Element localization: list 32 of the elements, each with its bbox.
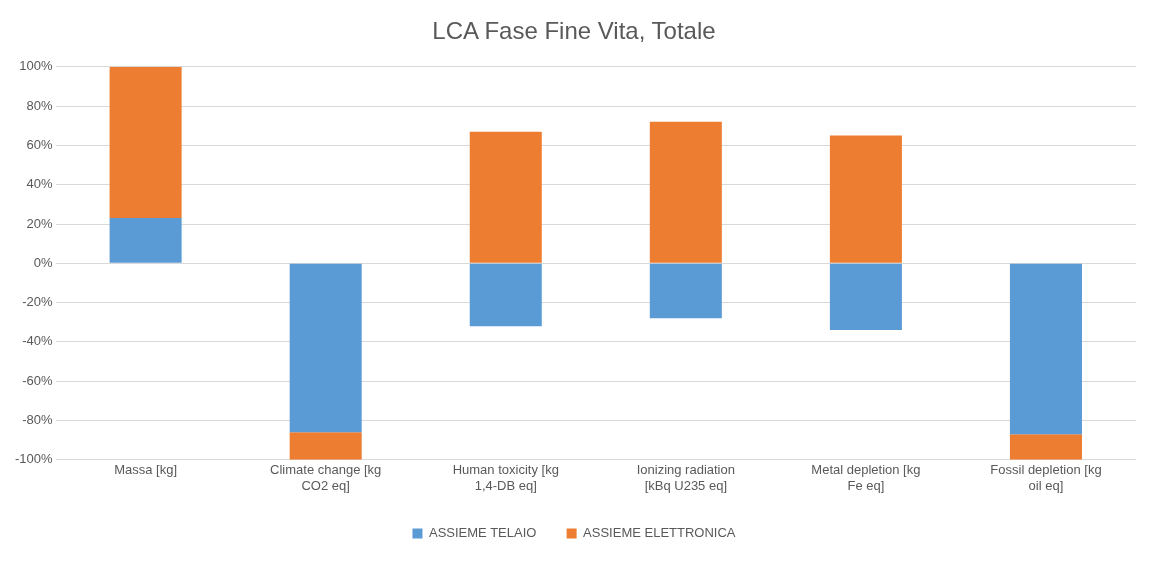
y-tick-label: -60% [22, 372, 54, 388]
x-tick-label: Human toxicity [kg 1,4-DB eq] [452, 462, 559, 493]
bar [289, 432, 362, 460]
y-tick-label: -80% [22, 412, 54, 428]
y-tick-label: 60% [26, 136, 54, 152]
bar [829, 135, 902, 263]
bar [829, 263, 902, 331]
y-tick-label: 20% [26, 215, 54, 231]
chart-title: LCA Fase Fine Vita, Totale [432, 17, 716, 45]
x-tick-label: Massa [kg] [114, 462, 178, 478]
legend-label: ASSIEME TELAIO [428, 525, 537, 541]
legend-label: ASSIEME ELETTRONICA [583, 525, 736, 541]
bar [649, 121, 722, 263]
bar [469, 131, 542, 263]
bar [649, 263, 722, 319]
y-tick-label: 80% [26, 97, 54, 113]
bar [109, 66, 182, 219]
bar [1009, 263, 1082, 435]
x-tick-label: Metal depletion [kg Fe eq] [811, 462, 921, 493]
y-tick-label: 40% [26, 176, 54, 192]
y-tick-label: 0% [33, 254, 54, 270]
bar [109, 218, 182, 263]
x-tick-label: Climate change [kg CO2 eq] [270, 462, 382, 493]
x-tick-label: Fossil depletion [kg oil eq] [990, 462, 1102, 493]
bar [289, 263, 362, 433]
y-tick-label: 100% [19, 58, 54, 74]
x-tick-label: Ionizing radiation [kBq U235 eq] [636, 462, 735, 493]
y-tick-label: -20% [22, 294, 54, 310]
bar [469, 263, 542, 327]
bar [1009, 434, 1082, 460]
y-tick-label: -100% [15, 451, 54, 467]
y-tick-label: -40% [22, 333, 54, 349]
